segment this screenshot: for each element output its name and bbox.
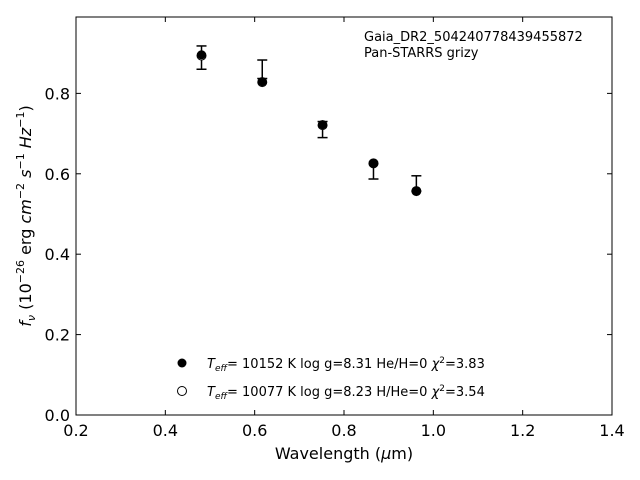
x-tick-label: 1.4 [599, 421, 624, 440]
legend-marker-open [177, 386, 187, 396]
x-tick-label: 0.8 [331, 421, 356, 440]
legend-entry-1: Teff= 10152 K log g=8.31 He/H=0 χ2=3.83 [207, 356, 485, 374]
annotation-line-1: Gaia_DR2_504240778439455872 [364, 30, 583, 45]
model-point-filled [257, 77, 267, 87]
legend-marker-filled [177, 358, 187, 368]
x-tick-label: 0.2 [63, 421, 88, 440]
x-tick-label: 1.0 [421, 421, 446, 440]
y-tick-label: 0.8 [45, 84, 70, 103]
model-point-filled [318, 120, 328, 130]
x-tick-label: 0.6 [242, 421, 267, 440]
y-tick-label: 0.0 [45, 406, 70, 425]
y-tick-label: 0.4 [45, 245, 70, 264]
model-point-filled [368, 158, 378, 168]
y-axis-label: fν (10−26 erg cm−2 s−1 Hz−1) [14, 105, 38, 326]
y-tick-label: 0.2 [45, 326, 70, 345]
y-tick-label: 0.6 [45, 165, 70, 184]
legend: Teff= 10152 K log g=8.31 He/H=0 χ2=3.83 … [177, 356, 485, 402]
x-axis-label: Wavelength (μm) [275, 444, 413, 463]
annotation-line-2: Pan-STARRS grizy [364, 46, 479, 61]
plot-frame [75, 16, 613, 416]
model-point-filled [411, 186, 421, 196]
x-tick-label: 1.2 [510, 421, 535, 440]
ticks: 0.2 0.4 0.6 0.8 1.0 1.2 1.40.00.20.40.60.8 [45, 17, 625, 440]
data-marks [196, 45, 422, 197]
legend-entry-2: Teff= 10077 K log g=8.23 H/He=0 χ2=3.54 [207, 384, 485, 402]
x-tick-label: 0.4 [153, 421, 178, 440]
model-point-filled [197, 50, 207, 60]
